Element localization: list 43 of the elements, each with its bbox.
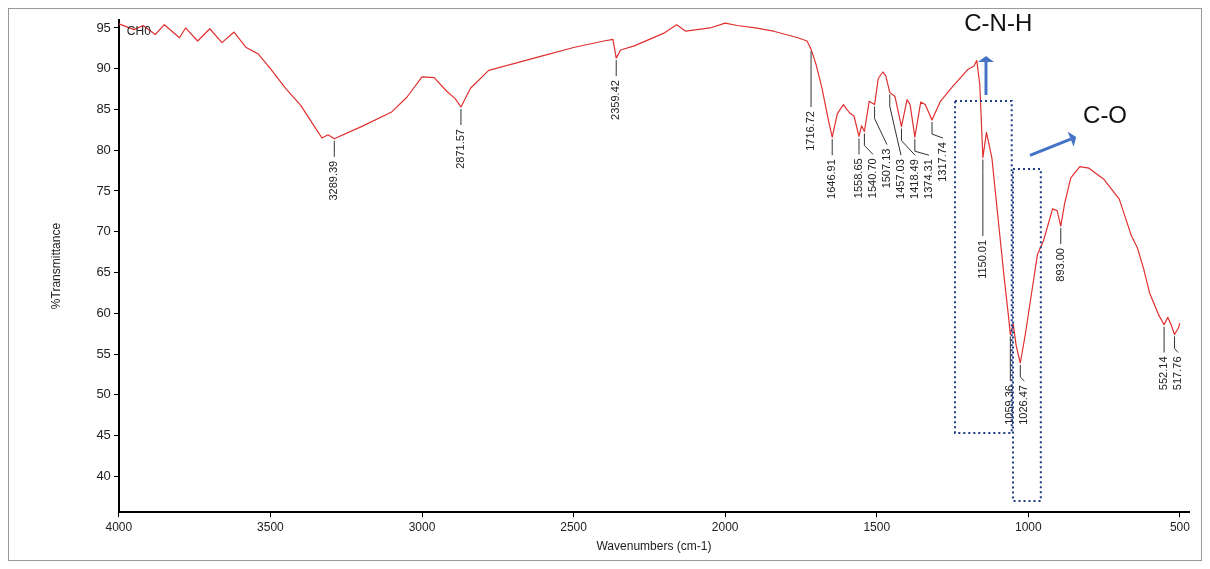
y-tick-label: 70: [96, 223, 111, 239]
y-tick-label: 85: [96, 101, 111, 117]
annotation: 1507.13: [880, 148, 892, 189]
y-tick-label: 40: [96, 467, 111, 483]
annotation: 1558.65: [852, 158, 864, 199]
x-axis-title: Wavenumbers (cm-1): [596, 539, 712, 554]
annotation: C-N-H: [964, 8, 1033, 37]
annotation: 1457.03: [894, 159, 906, 199]
y-tick-label: 45: [96, 427, 111, 443]
annotation: 1646.91: [825, 159, 838, 199]
annotation: 1059.36: [1003, 385, 1016, 425]
annotation: C-O: [1083, 100, 1128, 129]
y-tick-label: 95: [96, 19, 111, 35]
annotation: 1026.47: [1017, 385, 1030, 425]
annotation: CH0: [126, 24, 152, 39]
annotation: 893.00: [1053, 248, 1066, 282]
y-tick-label: 50: [96, 386, 111, 402]
annotation: 1716.72: [804, 111, 817, 151]
y-tick-label: 55: [96, 345, 111, 361]
annotation: 1317.74: [936, 142, 948, 182]
annotation: 1418.49: [908, 159, 920, 199]
annotation: 517.76: [1171, 356, 1184, 391]
y-tick-label: 75: [96, 182, 111, 198]
annotation: 3289.39: [327, 160, 340, 201]
y-tick-label: 65: [96, 264, 111, 280]
y-tick-label: 90: [96, 60, 111, 76]
x-tick-label: 1000: [1014, 519, 1042, 534]
y-axis-title: %Transmittance: [48, 222, 63, 310]
annotation: 1150.01: [975, 239, 988, 279]
x-tick-label: 3500: [257, 519, 285, 534]
annotation: 2359.42: [609, 80, 622, 120]
y-tick-label: 60: [96, 304, 111, 320]
annotation: 1540.70: [866, 158, 878, 199]
annotation: 1374.31: [922, 159, 934, 199]
annotation: 2871.57: [453, 129, 466, 169]
annotation: 552.14: [1157, 356, 1170, 391]
x-tick-label: 1500: [863, 519, 891, 534]
y-tick-label: 80: [96, 141, 111, 157]
x-tick-label: 3000: [408, 519, 436, 534]
x-tick-label: 2000: [711, 519, 739, 534]
x-tick-label: 4000: [105, 519, 133, 534]
x-tick-label: 2500: [560, 519, 588, 534]
x-tick-label: 500: [1169, 519, 1191, 534]
